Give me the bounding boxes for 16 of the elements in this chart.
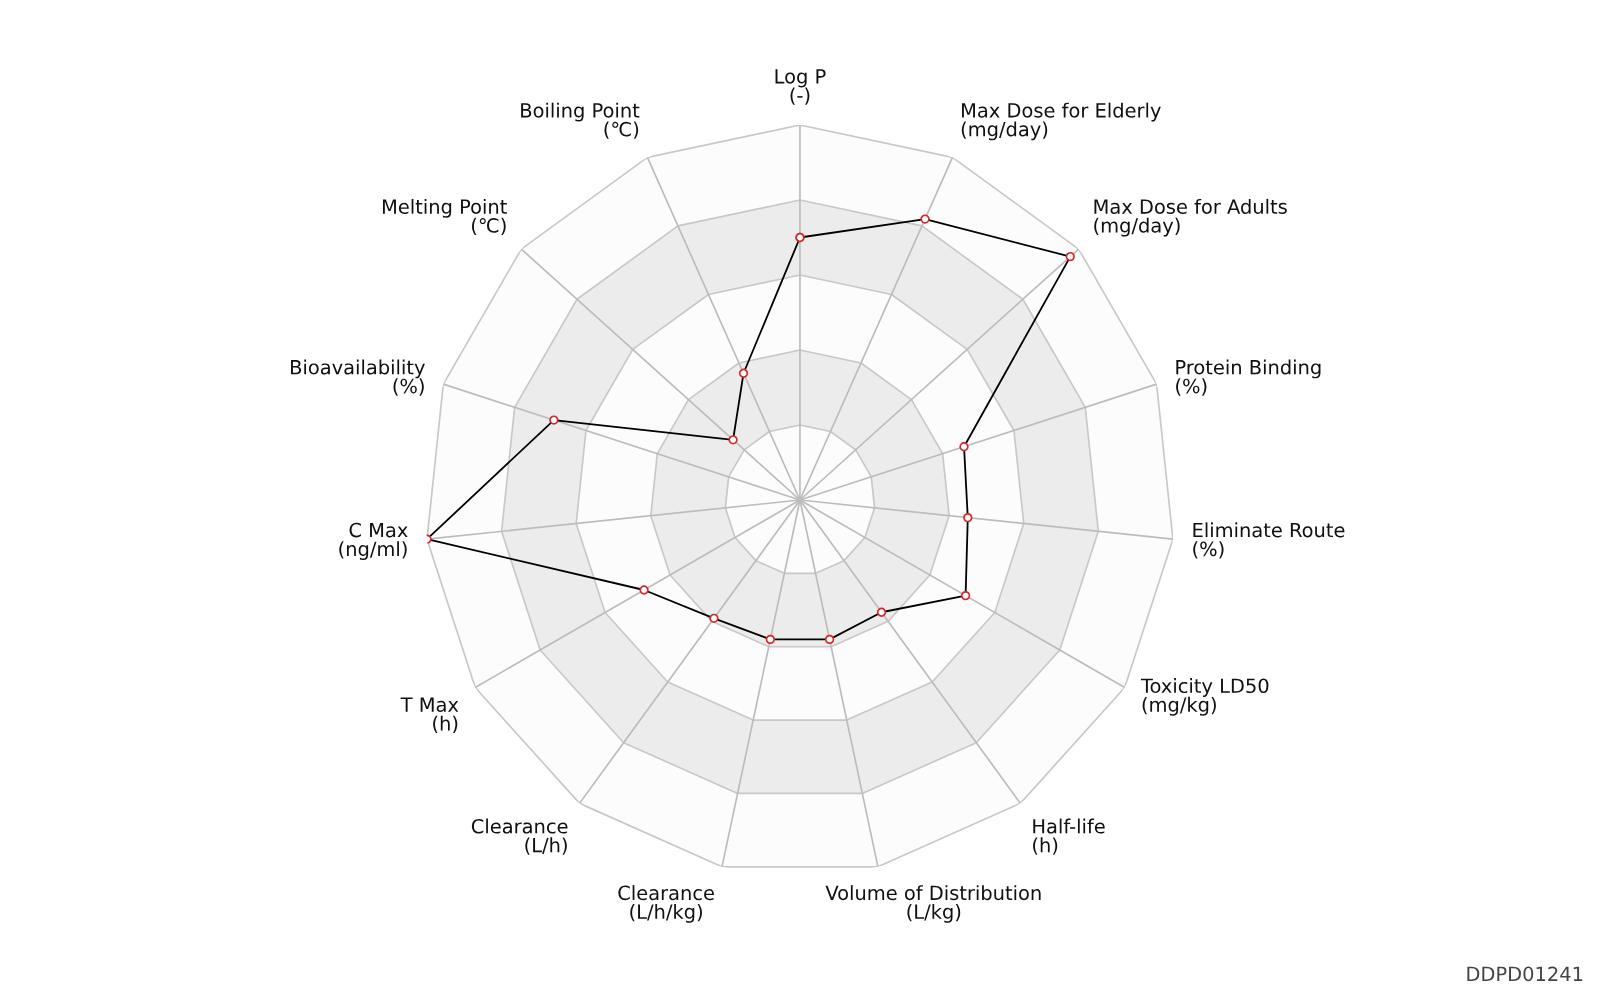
spoke-label: Clearance (L/h): [471, 818, 568, 855]
spoke-label: Max Dose for Elderly (mg/day): [961, 102, 1161, 141]
spoke-label: Log P (-): [775, 69, 826, 105]
spoke-label: Boiling Point (℃): [521, 102, 640, 139]
spoke-label: Volume of Distribution (L/kg): [825, 885, 1041, 923]
spoke-label: Protein Binding (%): [1176, 359, 1321, 396]
spoke-label: Toxicity LD50 (mg/kg): [1140, 678, 1269, 716]
spoke-label: Clearance (L/h/kg): [618, 885, 714, 923]
text: DDPD01241: [1467, 966, 1583, 982]
spoke-label: Half-life (h): [1033, 818, 1105, 855]
spoke-label: T Max (h): [400, 697, 459, 734]
spoke-label: Eliminate Route (%): [1193, 522, 1345, 559]
spoke-label: C Max (ng/ml): [339, 522, 408, 560]
spoke-label: Melting Point (℃): [382, 198, 507, 236]
spoke-label: Max Dose for Adults (mg/day): [1094, 198, 1287, 237]
spoke-label: Bioavailability (%): [291, 359, 425, 396]
